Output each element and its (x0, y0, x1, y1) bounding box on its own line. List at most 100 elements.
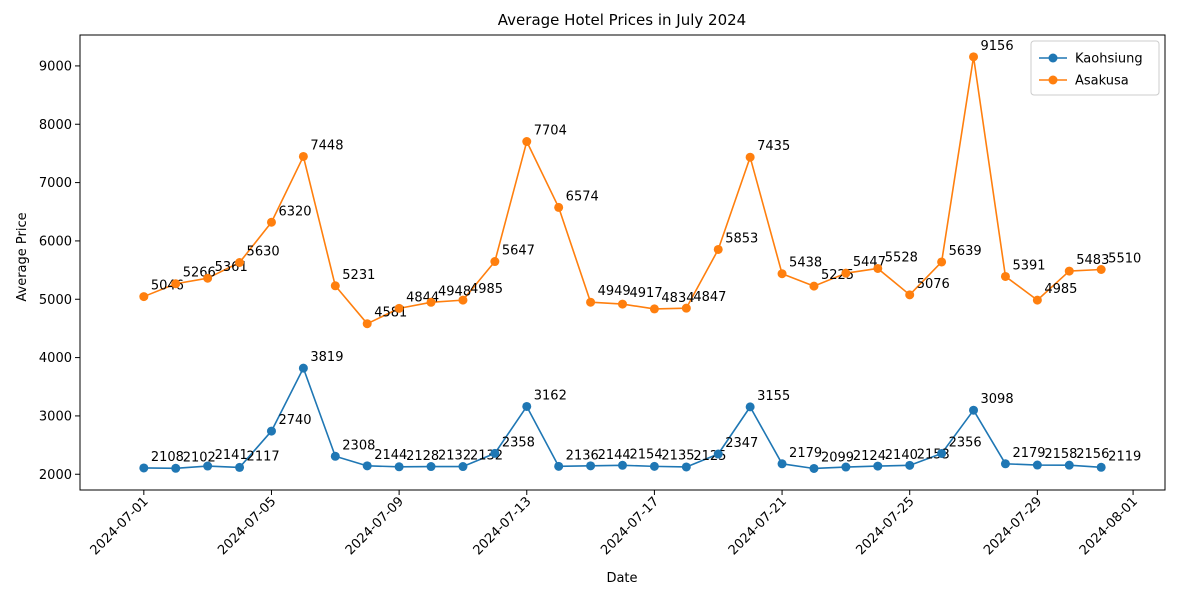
data-point (905, 290, 915, 300)
y-axis-title: Average Price (15, 212, 30, 301)
data-label: 5647 (502, 244, 535, 259)
data-point (713, 244, 723, 254)
data-point (522, 401, 532, 411)
data-point (203, 461, 213, 471)
data-label: 2132 (438, 449, 471, 464)
data-point (458, 462, 468, 472)
data-label: 5076 (917, 277, 950, 292)
data-label: 4834 (661, 291, 694, 306)
data-label: 2119 (1108, 449, 1141, 464)
data-point (777, 459, 787, 469)
data-point (1096, 265, 1106, 274)
data-point (235, 258, 245, 267)
data-point (330, 281, 340, 291)
data-label: 3155 (757, 389, 790, 404)
y-tick-label: 7000 (39, 176, 72, 191)
data-point (362, 319, 372, 329)
legend-marker (1048, 53, 1058, 63)
data-label: 6320 (278, 204, 311, 219)
x-tick-label: 2024-07-25 (853, 494, 917, 558)
legend-box (1030, 40, 1160, 96)
data-point (1000, 459, 1010, 469)
legend-marker (1048, 75, 1058, 85)
data-label: 2179 (1012, 446, 1045, 461)
data-label: 4847 (693, 290, 726, 305)
x-axis-title: Date (606, 571, 637, 586)
data-point (713, 449, 723, 459)
data-label: 2158 (1044, 447, 1077, 462)
data-point (873, 461, 883, 471)
data-label: 3098 (981, 392, 1014, 407)
data-point (1032, 460, 1042, 470)
data-point (681, 462, 691, 472)
data-point (394, 303, 404, 313)
data-label: 7448 (310, 138, 343, 153)
x-tick-label: 2024-07-21 (726, 494, 790, 558)
data-point (362, 461, 372, 471)
data-point (490, 257, 500, 267)
data-label: 2128 (406, 449, 439, 464)
data-label: 5483 (1076, 253, 1109, 268)
data-label: 2347 (725, 436, 758, 451)
data-point (1096, 462, 1106, 472)
data-point (873, 263, 883, 273)
data-label: 9156 (981, 39, 1014, 54)
data-label: 4985 (1044, 282, 1077, 297)
data-point (841, 268, 851, 278)
data-point (905, 460, 915, 470)
data-point (681, 303, 691, 313)
data-point (490, 448, 500, 458)
data-label: 3819 (310, 350, 343, 365)
data-label: 5528 (885, 250, 918, 265)
data-label: 2117 (247, 449, 280, 464)
data-label: 4949 (598, 284, 631, 299)
legend-label: Asakusa (1075, 74, 1129, 89)
data-label: 2179 (789, 446, 822, 461)
data-label: 2358 (502, 435, 535, 450)
plot-area: 2000 3000 4000 5000 6000 7000 8000 9000 2024-07-… (39, 34, 1166, 558)
data-point (586, 297, 596, 307)
data-point (171, 463, 181, 473)
data-point (298, 363, 308, 373)
data-point (235, 462, 245, 472)
data-label: 5231 (342, 268, 375, 283)
data-point (139, 292, 149, 302)
data-point (937, 448, 947, 458)
x-tick-label: 2024-07-29 (981, 494, 1045, 558)
data-label: 2154 (630, 447, 663, 462)
data-point (809, 281, 819, 291)
data-label: 2099 (821, 450, 854, 465)
data-point (394, 462, 404, 472)
y-tick-label: 9000 (39, 59, 72, 74)
data-point (1032, 295, 1042, 305)
data-label: 5391 (1012, 258, 1045, 273)
data-label: 4948 (438, 284, 471, 299)
data-label: 2144 (374, 448, 407, 463)
data-point (554, 461, 564, 471)
data-point (522, 137, 532, 147)
data-label: 2156 (1076, 447, 1109, 462)
data-point (649, 304, 659, 314)
data-label: 5639 (949, 244, 982, 259)
y-tick-label: 2000 (39, 468, 72, 483)
data-label: 6574 (566, 189, 599, 204)
data-point (330, 451, 340, 461)
x-tick-label: 2024-07-09 (343, 494, 407, 558)
data-label: 5853 (725, 231, 758, 246)
data-point (618, 460, 627, 470)
y-tick-label: 5000 (39, 293, 72, 308)
data-point (266, 426, 276, 436)
x-tick-label: 2024-07-17 (598, 494, 662, 558)
data-point (809, 463, 819, 473)
plot-frame (79, 34, 1166, 491)
data-point (745, 152, 755, 162)
data-point (841, 462, 851, 472)
data-point (937, 257, 947, 267)
data-point (554, 202, 564, 212)
data-point (203, 273, 213, 283)
data-point (426, 462, 436, 472)
data-point (139, 463, 149, 473)
data-label: 2740 (278, 413, 311, 428)
